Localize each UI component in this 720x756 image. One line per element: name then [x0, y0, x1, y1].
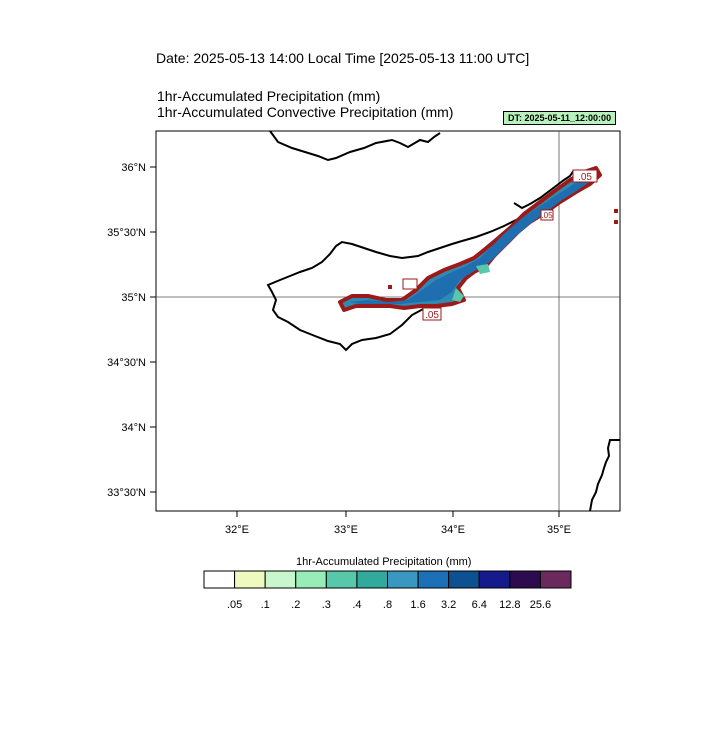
colorbar-label: .2: [291, 599, 301, 611]
colorbar-swatch: [234, 570, 266, 589]
precip-band-core: [350, 176, 592, 304]
colorbar-label: .1: [260, 599, 270, 611]
colorbar-label: 12.8: [499, 599, 521, 611]
contour-dot-3: [388, 285, 392, 289]
lon-label-32e: 32°E: [225, 524, 249, 536]
plot-frame: [155, 130, 621, 512]
lon-label-33e: 33°E: [334, 524, 358, 536]
lon-label-34e: 34°E: [441, 524, 465, 536]
colorbar-label: .4: [352, 599, 362, 611]
lat-label-34-30n: 34°30'N: [107, 357, 146, 369]
contour-box-4: [540, 209, 554, 221]
contour-label-1: .05: [425, 310, 439, 321]
colorbar-swatch: [264, 570, 297, 589]
lat-label-35n: 35°N: [121, 292, 146, 304]
colorbar-swatch: [387, 570, 419, 589]
colorbar-swatch: [539, 570, 572, 589]
init-time-badge: DT: 2025-05-11_12:00:00: [503, 111, 617, 125]
contour-dot-1: [614, 209, 618, 213]
colorbar-title: 1hr-Accumulated Precipitation (mm): [296, 556, 472, 568]
colorbar-swatch: [448, 570, 480, 589]
contour-dot-2: [614, 220, 618, 224]
coastline-levant: [589, 439, 620, 512]
date-title: Date: 2025-05-13 14:00 Local Time [2025-…: [156, 50, 530, 66]
lat-label-33-30n: 33°30'N: [107, 487, 146, 499]
colorbar-swatch: [356, 570, 388, 589]
coastline-turkey: [269, 130, 441, 162]
colorbar-label: .05: [226, 599, 243, 611]
contour-label-3: .05: [541, 211, 553, 220]
colorbar: [203, 570, 572, 589]
colorbar-swatch: [203, 570, 236, 589]
lat-label-36n: 36°N: [121, 162, 146, 174]
contour-label-2: .05: [578, 172, 592, 183]
contour-box-2: [422, 307, 442, 321]
colorbar-label: .8: [382, 599, 393, 611]
colorbar-swatch: [478, 570, 511, 589]
colorbar-swatch: [417, 570, 450, 589]
lat-ticks: [150, 166, 560, 517]
colorbar-label: 25.6: [529, 599, 552, 611]
colorbar-swatch: [325, 570, 358, 589]
field-title-convective: 1hr-Accumulated Convective Precipitation…: [157, 104, 454, 120]
contour-box-1: [402, 278, 418, 290]
coastline-turkey-south: [513, 169, 575, 210]
colorbar-swatch: [295, 570, 327, 589]
colorbar-label: 1.6: [410, 599, 426, 611]
lat-label-35-30n: 35°30'N: [107, 227, 146, 239]
colorbar-swatch: [509, 570, 541, 589]
contour-box-3: [572, 169, 598, 183]
lat-label-34n: 34°N: [121, 422, 146, 434]
colorbar-label: 6.4: [471, 599, 487, 611]
lon-label-35e: 35°E: [547, 524, 571, 536]
precip-band-green-edge: [452, 264, 490, 302]
colorbar-label: 3.2: [441, 599, 457, 611]
colorbar-label: .3: [321, 599, 331, 611]
field-title-precipitation: 1hr-Accumulated Precipitation (mm): [157, 88, 381, 104]
